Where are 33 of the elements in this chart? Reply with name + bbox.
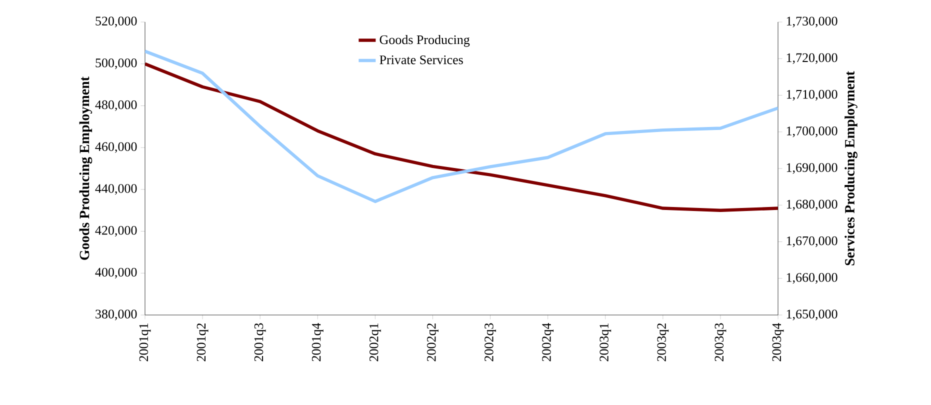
y2-tick-label: 1,670,000 [786,236,838,248]
y-tick-label: 400,000 [95,268,137,278]
legend-label: Goods Producing [380,34,470,47]
x-tick-label: 2002q3 [484,323,496,362]
y2-tick-label: 1,720,000 [786,53,838,64]
y-axis-title: Goods Producing Employment [79,76,92,260]
y2-tick-label: 1,650,000 [786,310,838,320]
x-tick-label: 2001q4 [312,322,324,362]
x-tick-label: 2003q1 [600,324,612,362]
y2-tick-label: 1,660,000 [786,273,838,284]
x-tick-label: 2002q4 [542,322,554,362]
y-tick-label: 460,000 [95,142,137,153]
y2-tick-label: 1,700,000 [786,126,838,138]
x-tick-label: 2003q4 [772,322,784,362]
y-tick-label: 440,000 [95,184,137,195]
y-tick-label: 500,000 [96,58,137,70]
x-tick-label: 2003q2 [657,323,669,362]
y-tick-label: 380,000 [96,310,137,320]
x-tick-label: 2001q1 [139,324,151,362]
x-tick-label: 2003q3 [714,323,726,362]
y-tick-label: 480,000 [95,100,137,112]
x-tick-label: 2002q2 [427,323,438,362]
y-tick-label: 520,000 [96,16,137,28]
y-tick-label: 420,000 [95,226,137,237]
x-tick-label: 2001q3 [254,323,266,362]
x-tick-label: 2002q1 [369,324,381,362]
legend-label: Private Services [380,55,463,64]
y2-tick-label: 1,690,000 [786,163,838,174]
y2-tick-label: 1,730,000 [786,16,838,28]
y2-tick-label: 1,710,000 [786,90,838,101]
y2-tick-label: 1,680,000 [786,200,838,210]
y2-axis-title: Services Producing Employment [844,71,858,266]
x-tick-label: 2001q2 [196,323,208,362]
